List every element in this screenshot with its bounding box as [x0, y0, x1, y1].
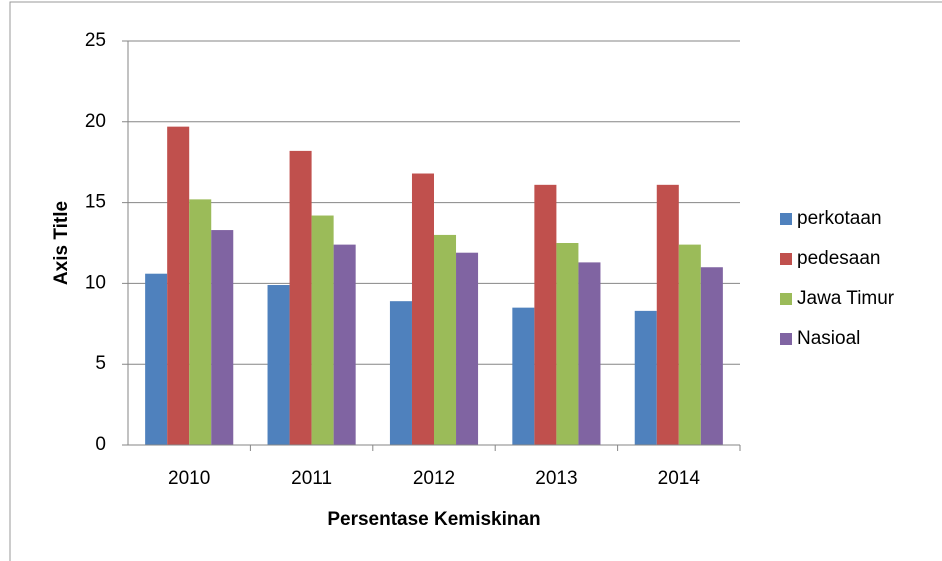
y-tick-label: 5 [95, 353, 106, 374]
bar [578, 262, 600, 445]
legend-label: Nasioal [797, 328, 860, 349]
x-axis-title: Persentase Kemiskinan [327, 509, 540, 530]
y-tick-label: 15 [85, 192, 106, 213]
x-tick-label: 2012 [413, 468, 455, 489]
y-tick-label: 25 [85, 30, 106, 51]
bar [390, 301, 412, 445]
x-tick-label: 2010 [168, 468, 210, 489]
x-tick-label: 2014 [658, 468, 701, 489]
bar [268, 285, 290, 445]
legend-label: perkotaan [797, 208, 882, 229]
legend-swatch [780, 213, 792, 225]
bar [512, 308, 534, 445]
bar [556, 243, 578, 445]
bar [701, 267, 723, 445]
y-tick-label: 20 [85, 111, 106, 132]
bar [167, 127, 189, 445]
bar [456, 253, 478, 445]
bar [534, 185, 556, 445]
bar [657, 185, 679, 445]
bar [189, 199, 211, 445]
bar [145, 274, 167, 445]
bar [211, 230, 233, 445]
legend-label: pedesaan [797, 248, 880, 269]
y-tick-label: 10 [85, 272, 106, 293]
bar [434, 235, 456, 445]
x-tick-label: 2013 [535, 468, 577, 489]
bar [334, 245, 356, 445]
legend-swatch [780, 253, 792, 265]
legend-swatch [780, 293, 792, 305]
bar [412, 174, 434, 445]
legend-label: Jawa Timur [797, 288, 895, 309]
bar [679, 245, 701, 445]
x-tick-label: 2011 [291, 468, 332, 489]
bar [312, 216, 334, 445]
bar [290, 151, 312, 445]
bar [635, 311, 657, 445]
chart: Axis Title Persentase Kemiskinan 0 5 10 15 2… [0, 0, 942, 561]
legend-swatch [780, 333, 792, 345]
y-axis-title: Axis Title [51, 201, 72, 285]
y-tick-label: 0 [95, 434, 106, 455]
